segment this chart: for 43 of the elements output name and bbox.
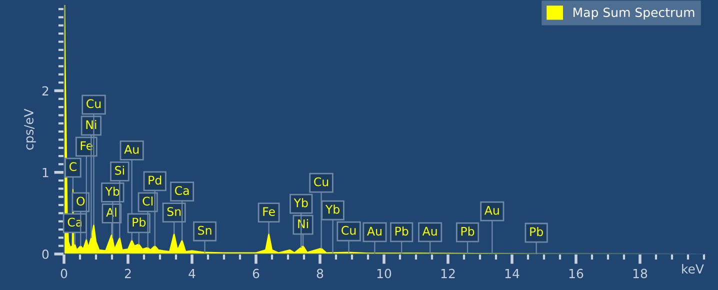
annotation: Pb xyxy=(461,226,474,236)
annotation: Pb xyxy=(530,227,543,236)
x-tick-label: 0 xyxy=(60,268,68,278)
legend-label: Map Sum Spectrum xyxy=(574,8,694,20)
y-tick-label: 1 xyxy=(42,168,48,178)
annotation: Ni xyxy=(86,120,96,129)
annotation: Al xyxy=(106,208,116,217)
x-tick-label: 18 xyxy=(633,268,648,278)
annotation: Sn xyxy=(198,226,212,235)
x-tick-label: 16 xyxy=(569,268,584,278)
annotation: Yb xyxy=(325,204,340,214)
annotation: Fe xyxy=(80,141,92,150)
y-tick-label: 0 xyxy=(42,249,49,259)
annotation: Yb xyxy=(105,186,120,196)
x-tick-label: 12 xyxy=(441,268,455,278)
annotation: Au xyxy=(124,145,139,154)
annotation: Au xyxy=(367,226,382,236)
x-tick-label: 14 xyxy=(505,268,520,278)
annotation: Ni xyxy=(298,219,308,228)
annotation: Si xyxy=(115,166,124,175)
annotation: Cu xyxy=(342,226,356,235)
annotation: Au xyxy=(484,206,499,215)
x-tick-label: 6 xyxy=(252,268,260,278)
x-axis-title: keV xyxy=(682,264,704,274)
annotation: Pb xyxy=(132,217,146,227)
annotation: Pd xyxy=(148,175,162,185)
annotation: Fe xyxy=(263,207,275,216)
annotation: Sn xyxy=(167,207,181,216)
annotation: C xyxy=(70,162,76,172)
annotation: O xyxy=(76,196,85,206)
x-tick-label: 4 xyxy=(188,268,196,278)
annotation: Yb xyxy=(294,198,308,208)
annotation: Cu xyxy=(314,177,328,186)
annotation: Cl xyxy=(142,196,152,206)
x-tick-label: 2 xyxy=(124,268,131,278)
x-tick-label: 8 xyxy=(316,268,324,278)
annotation: Cu xyxy=(86,99,101,108)
y-axis-title: cps/eV xyxy=(24,108,36,150)
y-tick-label: 2 xyxy=(42,86,48,96)
x-tick-label: 10 xyxy=(377,268,392,278)
annotation: Au xyxy=(422,226,437,236)
annotation: Ca xyxy=(175,186,189,196)
annotation: Pb xyxy=(395,226,408,236)
